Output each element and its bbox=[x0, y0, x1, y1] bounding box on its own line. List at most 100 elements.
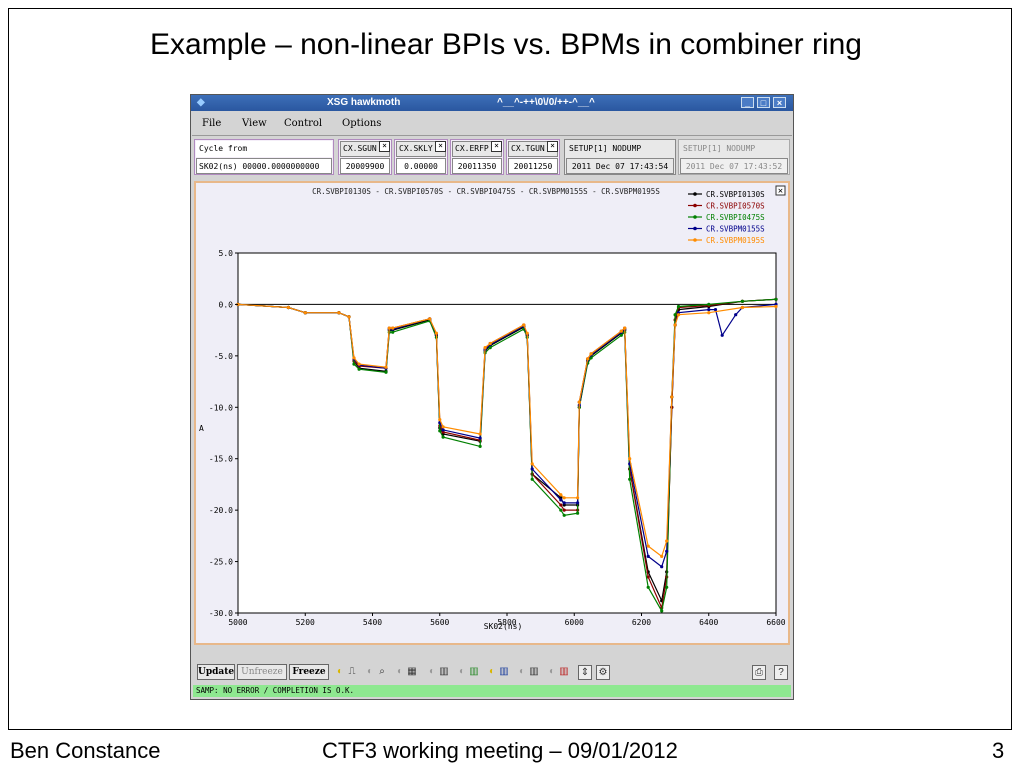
window-title: XSG hawkmoth bbox=[327, 97, 401, 108]
data-point bbox=[441, 435, 445, 439]
data-point bbox=[673, 323, 677, 327]
data-point bbox=[357, 362, 361, 366]
window-menu-icon[interactable]: ◆ bbox=[197, 97, 205, 108]
unfreeze-button[interactable]: Unfreeze bbox=[237, 664, 287, 680]
bars-icon[interactable]: ▥ bbox=[529, 666, 539, 677]
radio-icon[interactable]: ◐ bbox=[396, 666, 404, 677]
close-icon[interactable]: × bbox=[773, 97, 786, 108]
legend-marker bbox=[693, 226, 697, 231]
maximize-icon[interactable]: □ bbox=[757, 97, 770, 108]
field-cx-erfp: CX.ERFP × 20011350 bbox=[450, 139, 504, 175]
y-tick-label: -20.0 bbox=[209, 506, 233, 515]
expand-icon[interactable]: ⇕ bbox=[578, 665, 592, 680]
data-point bbox=[303, 311, 307, 315]
remove-field-icon[interactable]: × bbox=[435, 141, 446, 152]
minimize-icon[interactable]: _ bbox=[741, 97, 754, 108]
x-tick-label: 6400 bbox=[699, 618, 718, 627]
data-point bbox=[774, 304, 778, 309]
data-point bbox=[707, 308, 711, 312]
x-tick-label: 5600 bbox=[430, 618, 449, 627]
info-bar: Cycle from SK02(ns) 00000.0000000000 CX.… bbox=[194, 139, 790, 175]
data-point bbox=[438, 418, 442, 422]
data-point bbox=[384, 370, 388, 374]
data-point bbox=[660, 554, 664, 558]
data-point bbox=[337, 311, 341, 315]
window-subtitle: ^__^-++\0\/0/++-^__^ bbox=[497, 97, 595, 108]
data-point bbox=[589, 352, 593, 356]
remove-field-icon[interactable]: × bbox=[491, 141, 502, 152]
slide-title: Example – non-linear BPIs vs. BPMs in co… bbox=[150, 28, 862, 61]
data-point bbox=[586, 357, 590, 361]
data-point bbox=[576, 511, 580, 515]
menu-options[interactable]: Options bbox=[342, 118, 382, 129]
data-point bbox=[646, 554, 650, 558]
radio-icon[interactable]: ◐ bbox=[548, 666, 556, 677]
cycle-value: SK02(ns) 00000.0000000000 bbox=[196, 158, 332, 174]
close-plot-icon[interactable]: × bbox=[775, 185, 786, 197]
menu-view[interactable]: View bbox=[242, 118, 267, 129]
data-point bbox=[347, 315, 351, 319]
zoom-region-icon[interactable]: ⌕ bbox=[379, 666, 385, 677]
update-button[interactable]: Update bbox=[197, 664, 235, 680]
data-point bbox=[665, 549, 669, 553]
help-icon[interactable]: ? bbox=[774, 665, 788, 680]
radio-icon[interactable]: ◐ bbox=[428, 666, 436, 677]
bar-chart-icon[interactable]: ▥ bbox=[439, 666, 449, 677]
data-point bbox=[619, 333, 623, 337]
data-point bbox=[676, 313, 681, 317]
data-point bbox=[713, 308, 718, 312]
svg-text:×: × bbox=[778, 187, 783, 197]
remove-field-icon[interactable]: × bbox=[547, 141, 558, 152]
y-tick-label: -15.0 bbox=[209, 455, 233, 464]
data-point bbox=[434, 331, 438, 335]
legend-marker bbox=[693, 192, 697, 196]
data-point bbox=[562, 508, 566, 512]
table-icon[interactable]: ▦ bbox=[407, 666, 417, 677]
data-point bbox=[660, 565, 664, 569]
radio-icon[interactable]: ◐ bbox=[518, 666, 526, 677]
blue-bars-icon[interactable]: ▥ bbox=[499, 666, 509, 677]
x-tick-label: 6200 bbox=[632, 618, 651, 627]
cycle-box: Cycle from SK02(ns) 00000.0000000000 bbox=[194, 139, 334, 175]
radio-icon[interactable]: ◐ bbox=[458, 666, 466, 677]
print-icon[interactable]: ⎙ bbox=[752, 665, 766, 680]
series-line bbox=[237, 303, 777, 558]
data-point bbox=[483, 346, 487, 350]
data-point bbox=[670, 395, 674, 399]
field-cx-skly: CX.SKLY × 0.00000 bbox=[394, 139, 448, 175]
x-tick-label: 5000 bbox=[228, 618, 247, 627]
menu-bar: File View Control Options bbox=[192, 113, 792, 136]
data-point bbox=[740, 299, 745, 303]
data-point bbox=[562, 496, 566, 500]
data-point bbox=[525, 331, 529, 335]
freeze-button[interactable]: Freeze bbox=[289, 664, 329, 680]
data-point bbox=[707, 311, 711, 315]
data-point bbox=[576, 496, 580, 500]
setup-inactive: SETUP[1] NODUMP 2011 Dec 07 17:43:52 bbox=[678, 139, 790, 175]
data-point bbox=[576, 501, 580, 505]
radio-selected-icon[interactable]: ◐ bbox=[336, 666, 344, 677]
field-cx-tgun: CX.TGUN × 20011250 bbox=[506, 139, 560, 175]
radio-icon[interactable]: ◐ bbox=[366, 666, 374, 677]
red-bars-icon[interactable]: ▥ bbox=[559, 666, 569, 677]
y-tick-label: -10.0 bbox=[209, 403, 233, 412]
footer-author: Ben Constance bbox=[10, 738, 161, 763]
menu-control[interactable]: Control bbox=[284, 118, 323, 129]
pulse-icon[interactable]: ⎍ bbox=[348, 666, 356, 677]
plot-area bbox=[237, 252, 777, 614]
radio-selected-icon[interactable]: ◐ bbox=[488, 666, 496, 677]
data-point bbox=[665, 585, 669, 589]
data-point bbox=[428, 317, 432, 321]
y-tick-label: -30.0 bbox=[209, 609, 233, 618]
setup-inactive-label: SETUP[1] NODUMP bbox=[680, 141, 788, 157]
menu-file[interactable]: File bbox=[202, 118, 222, 129]
setup-active-label: SETUP[1] NODUMP bbox=[566, 141, 674, 157]
green-bars-icon[interactable]: ▥ bbox=[469, 666, 479, 677]
remove-field-icon[interactable]: × bbox=[379, 141, 390, 152]
plot-panel: 5.0 0.0 -5.0 -10.0 -15.0 -20.0 -25.0 -30.0 5000 5… bbox=[194, 181, 790, 645]
window-titlebar[interactable]: ◆ XSG hawkmoth ^__^-++\0\/0/++-^__^ _ □ … bbox=[191, 95, 793, 111]
settings-icon[interactable]: ⚙ bbox=[596, 665, 610, 680]
data-point bbox=[488, 341, 492, 346]
slide-frame bbox=[8, 8, 1012, 730]
